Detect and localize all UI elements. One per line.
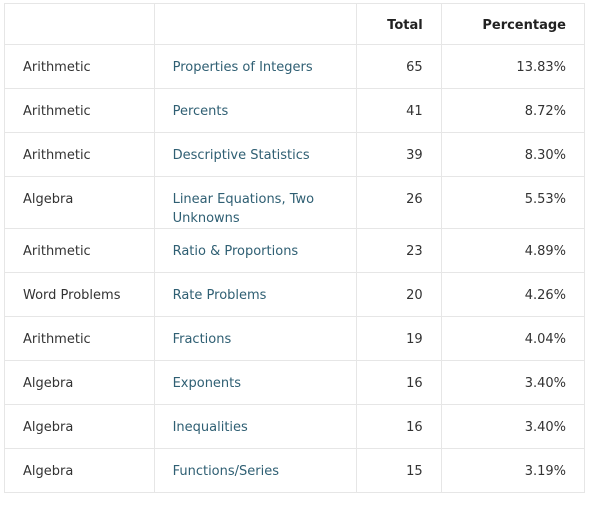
category-cell: Algebra [4, 404, 155, 449]
total-cell: 20 [356, 272, 442, 317]
percentage-cell: 4.26% [440, 272, 586, 317]
category-cell: Arithmetic [4, 44, 155, 89]
header-cell: Percentage [440, 3, 586, 45]
table-row: Arithmetic Fractions 19 4.04% [4, 316, 586, 361]
topic-cell[interactable]: Inequalities [153, 404, 358, 449]
table-row: Arithmetic Descriptive Statistics 39 8.30% [4, 132, 586, 177]
topic-cell[interactable]: Exponents [153, 360, 358, 405]
table-row: Algebra Inequalities 16 3.40% [4, 404, 586, 449]
percentage-cell: 4.04% [440, 316, 586, 361]
percentage-cell: 8.72% [440, 88, 586, 133]
header-cell [153, 3, 358, 45]
topic-cell[interactable]: Ratio & Proportions [153, 228, 358, 273]
percentage-cell: 8.30% [440, 132, 586, 177]
table-row: Arithmetic Percents 41 8.72% [4, 88, 586, 133]
topic-cell[interactable]: Linear Equations, Two Unknowns [153, 176, 358, 229]
total-cell: 16 [356, 404, 442, 449]
total-cell: 15 [356, 448, 442, 493]
category-cell: Arithmetic [4, 132, 155, 177]
topic-cell[interactable]: Rate Problems [153, 272, 358, 317]
percentage-cell: 5.53% [440, 176, 586, 229]
topic-cell[interactable]: Properties of Integers [153, 44, 358, 89]
table-row: Algebra Functions/Series 15 3.19% [4, 448, 586, 493]
category-cell: Algebra [4, 176, 155, 229]
header-cell: Total [356, 3, 442, 45]
total-cell: 65 [356, 44, 442, 89]
table-body: Arithmetic Properties of Integers 65 13.83%… [4, 44, 586, 493]
category-cell: Arithmetic [4, 228, 155, 273]
table-row: Arithmetic Ratio & Proportions 23 4.89% [4, 228, 586, 273]
topics-table: Total Percentage Arithmetic Properties of… [4, 3, 586, 493]
total-cell: 39 [356, 132, 442, 177]
category-cell: Algebra [4, 448, 155, 493]
topic-cell[interactable]: Fractions [153, 316, 358, 361]
table-row: Algebra Linear Equations, Two Unknowns 26 5… [4, 176, 586, 229]
table-row: Word Problems Rate Problems 20 4.26% [4, 272, 586, 317]
percentage-cell: 3.19% [440, 448, 586, 493]
topic-cell[interactable]: Descriptive Statistics [153, 132, 358, 177]
header-cell [4, 3, 155, 45]
topic-cell[interactable]: Functions/Series [153, 448, 358, 493]
category-cell: Algebra [4, 360, 155, 405]
table-row: Algebra Exponents 16 3.40% [4, 360, 586, 405]
table-row: Arithmetic Properties of Integers 65 13.83% [4, 44, 586, 89]
percentage-cell: 4.89% [440, 228, 586, 273]
percentage-cell: 3.40% [440, 404, 586, 449]
topic-cell[interactable]: Percents [153, 88, 358, 133]
percentage-cell: 13.83% [440, 44, 586, 89]
category-cell: Arithmetic [4, 316, 155, 361]
total-cell: 41 [356, 88, 442, 133]
category-cell: Word Problems [4, 272, 155, 317]
category-cell: Arithmetic [4, 88, 155, 133]
percentage-cell: 3.40% [440, 360, 586, 405]
total-cell: 19 [356, 316, 442, 361]
total-cell: 16 [356, 360, 442, 405]
total-cell: 23 [356, 228, 442, 273]
total-cell: 26 [356, 176, 442, 229]
header-row: Total Percentage [4, 3, 586, 45]
